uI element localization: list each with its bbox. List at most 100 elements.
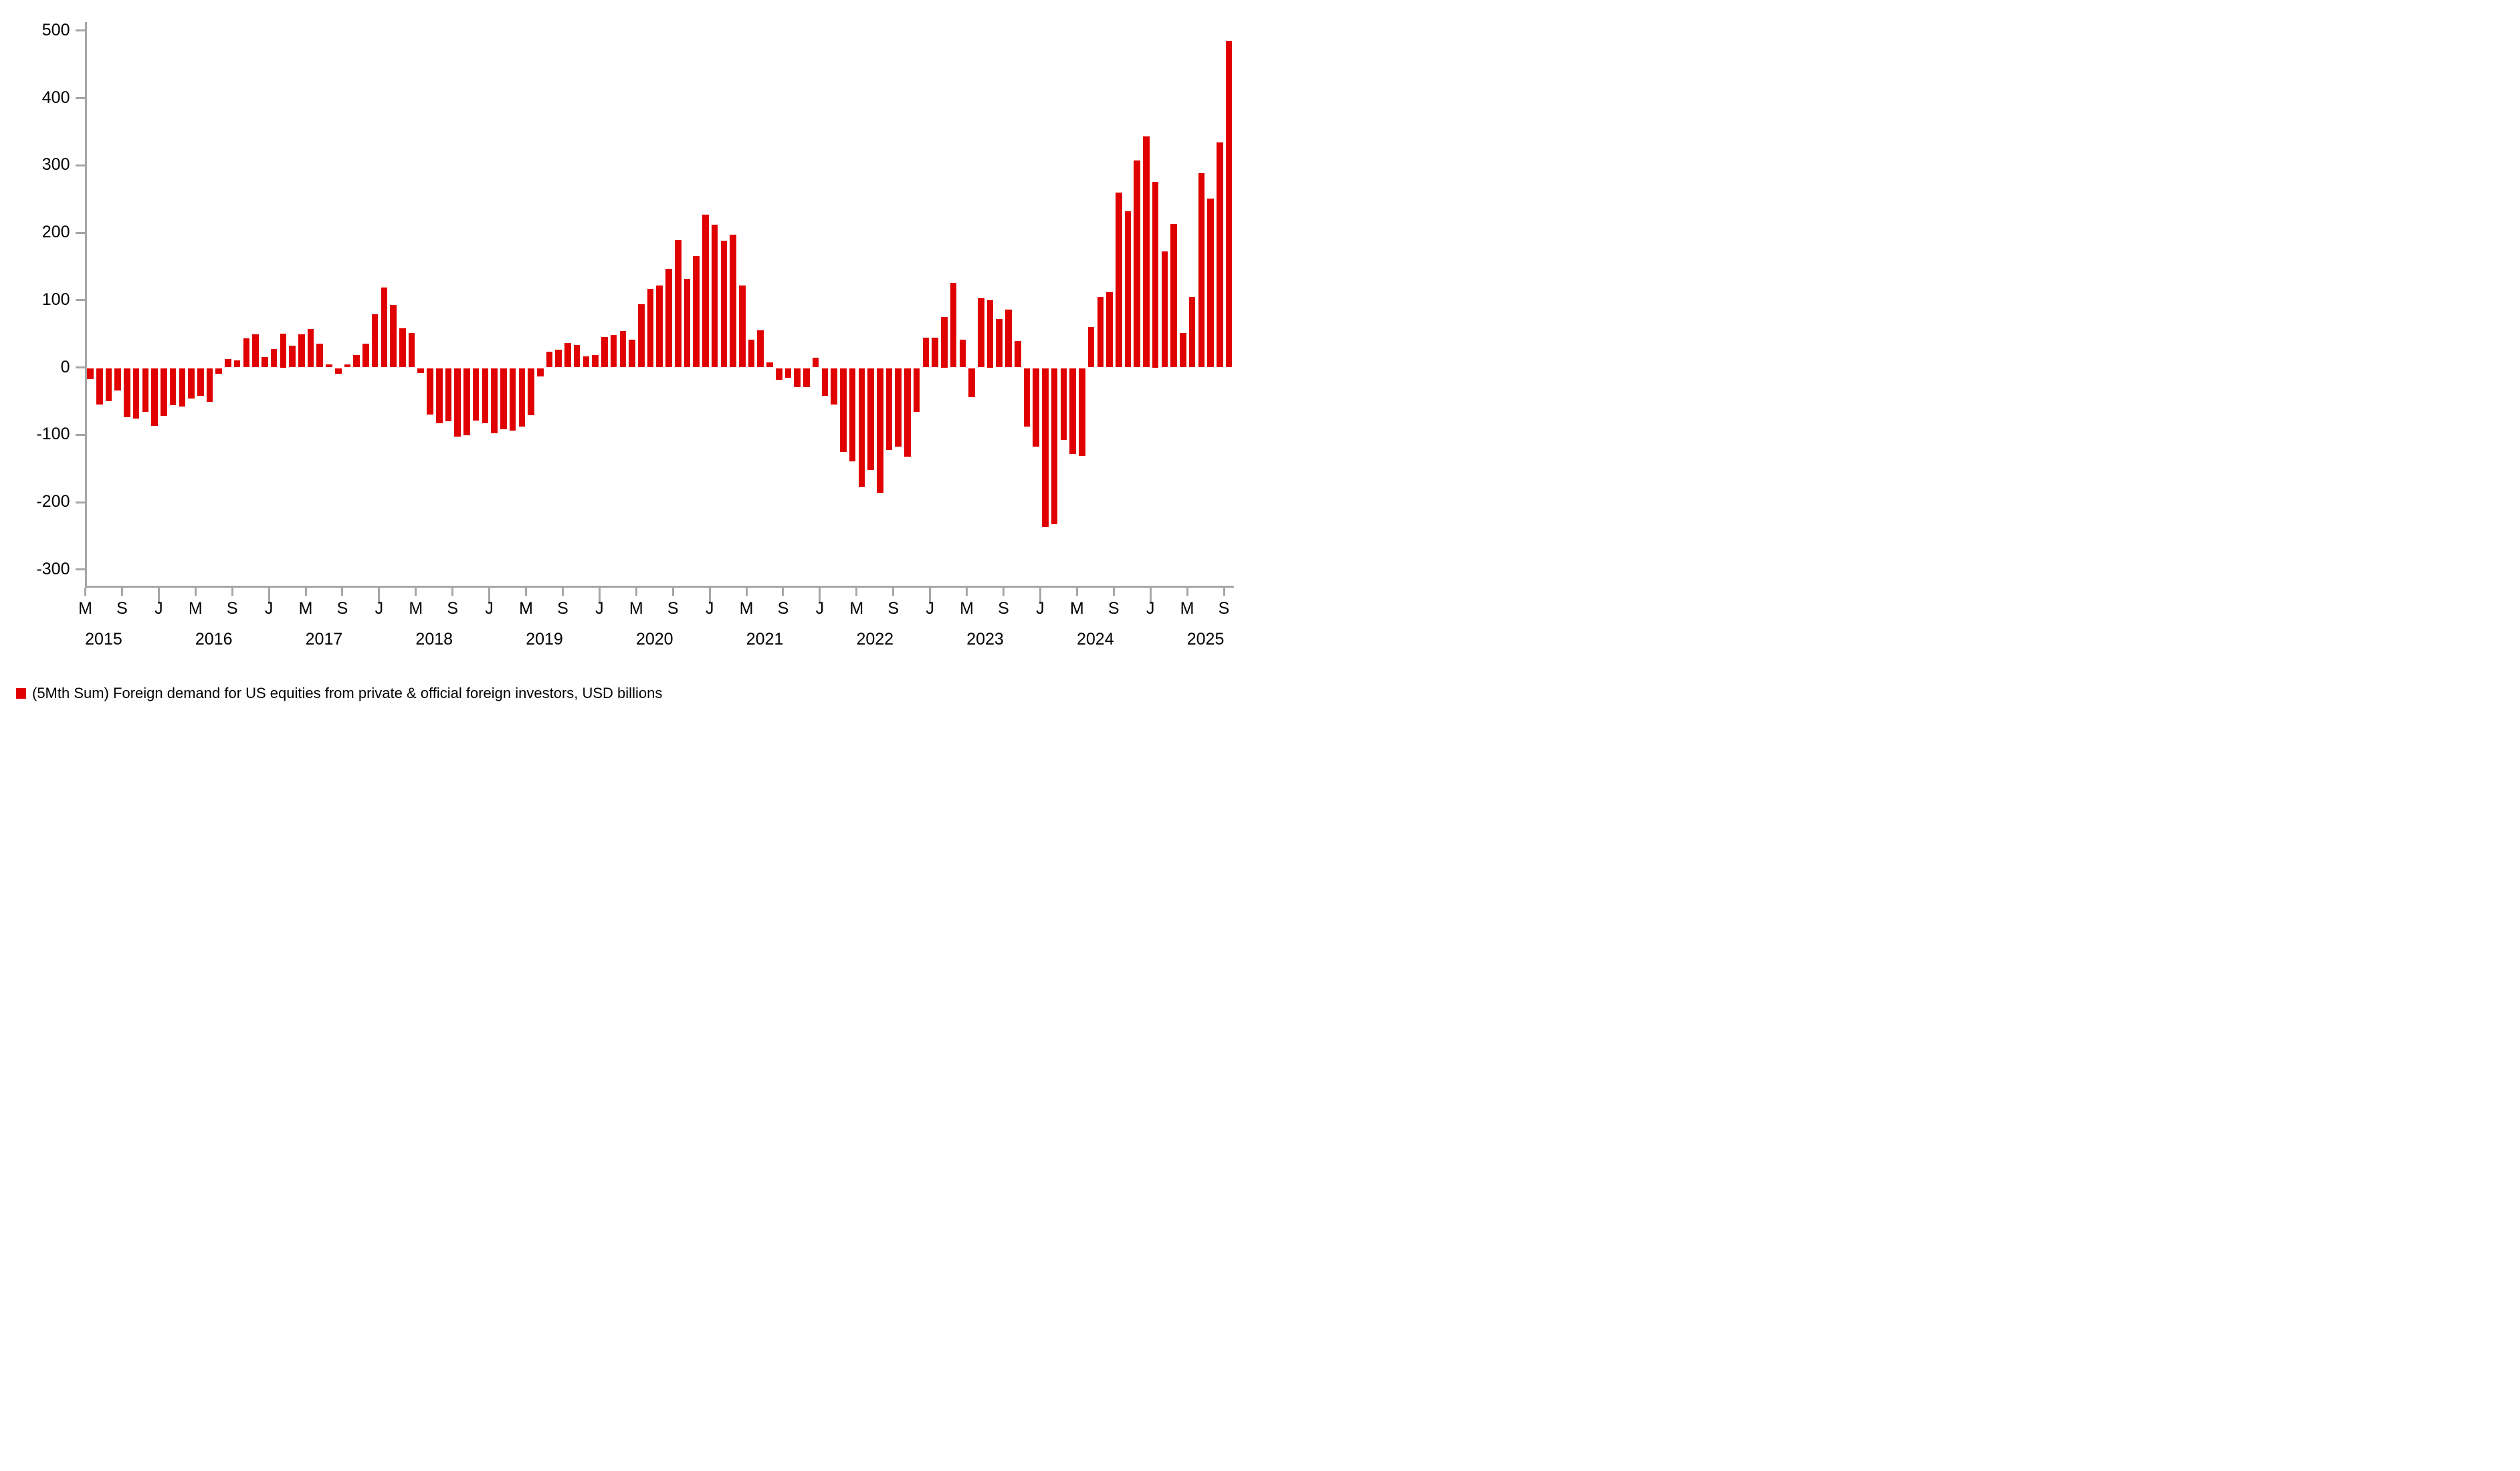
bar-2023-04	[959, 340, 966, 368]
bar-2016-05	[197, 368, 204, 397]
bar-2021-04	[739, 285, 746, 368]
bar-2023-12	[1033, 368, 1039, 447]
x-axis-tick	[268, 587, 270, 604]
y-axis-tick-label: 300	[41, 155, 70, 175]
y-axis-tick-label: -200	[36, 492, 70, 511]
bar-2017-12	[371, 314, 379, 368]
bar-2019-04	[518, 368, 526, 427]
bar-2025-08	[1216, 142, 1223, 368]
x-axis-tick	[819, 587, 821, 604]
bar-2015-12	[151, 368, 158, 426]
x-axis-tick-label: M	[1180, 599, 1194, 618]
x-axis-tick-label: J	[815, 599, 825, 618]
x-axis-year-label: 2016	[195, 630, 233, 649]
bar-2015-11	[142, 368, 149, 413]
x-axis-tick-label: M	[960, 599, 974, 618]
x-axis-tick	[635, 587, 637, 596]
bar-2022-07	[876, 368, 883, 493]
bar-2023-10	[1014, 341, 1021, 368]
bar-2023-11	[1023, 368, 1031, 427]
y-axis-tick-label: 500	[41, 20, 70, 39]
x-axis-tick-label: M	[1069, 599, 1084, 618]
bar-2025-01	[1152, 182, 1159, 368]
x-axis-tick-label: J	[485, 599, 494, 618]
x-axis-tick	[708, 587, 711, 604]
x-axis-year-label: 2021	[746, 630, 784, 649]
x-axis-tick-label: S	[777, 599, 789, 618]
bar-2020-11	[693, 256, 700, 368]
bar-2016-03	[179, 368, 186, 407]
x-axis-tick-label: S	[557, 599, 568, 618]
x-axis-tick-label: S	[1218, 599, 1230, 618]
y-axis-line	[84, 22, 87, 588]
bar-2018-04	[408, 333, 415, 368]
bar-2021-09	[784, 368, 792, 378]
legend: (5Mth Sum) Foreign demand for US equitie…	[16, 685, 662, 702]
bar-2019-10	[573, 345, 581, 368]
x-axis-tick-label: S	[226, 599, 238, 618]
bar-2018-10	[463, 368, 470, 435]
x-axis-tick	[745, 587, 748, 596]
y-axis-tick-label: 100	[41, 290, 70, 309]
bar-2020-02	[610, 335, 617, 368]
bar-2025-05	[1188, 296, 1196, 368]
bar-2016-12	[261, 357, 268, 368]
chart-canvas: (5Mth Sum) Foreign demand for US equitie…	[0, 0, 1260, 735]
bar-2022-08	[885, 368, 893, 450]
bar-2023-09	[1005, 309, 1012, 368]
bar-2016-06	[206, 368, 213, 403]
y-axis-tick	[75, 501, 85, 503]
bar-2019-08	[555, 350, 562, 368]
bar-2016-09	[233, 360, 241, 368]
x-axis-tick	[855, 587, 858, 596]
bar-2018-03	[399, 328, 406, 368]
bar-2024-10	[1124, 211, 1132, 368]
bar-2023-05	[968, 368, 975, 398]
bar-2020-10	[684, 278, 691, 368]
x-axis-tick	[341, 587, 344, 596]
bar-2022-03	[840, 368, 847, 452]
x-axis-tick-label: S	[667, 599, 679, 618]
x-axis-tick	[929, 587, 932, 604]
x-axis-tick	[1003, 587, 1005, 596]
bar-2021-03	[730, 235, 736, 368]
bar-2020-09	[674, 240, 681, 368]
bar-2019-09	[564, 343, 571, 368]
bar-2022-12	[922, 338, 930, 368]
bar-2017-07	[326, 364, 332, 368]
x-axis-tick	[598, 587, 601, 604]
bar-2017-09	[344, 364, 351, 368]
y-axis-tick	[75, 433, 85, 436]
bar-2020-03	[619, 331, 627, 368]
y-axis-tick	[75, 366, 85, 368]
bar-2018-01	[381, 287, 388, 368]
bar-2016-02	[169, 368, 177, 406]
x-axis-tick-label: S	[998, 599, 1009, 618]
x-axis-tick	[1223, 587, 1225, 596]
x-axis-year-label: 2022	[856, 630, 894, 649]
bar-2020-05	[638, 304, 645, 368]
bar-2019-07	[546, 352, 553, 368]
bar-2020-04	[629, 340, 635, 368]
x-axis-tick-label: J	[705, 599, 714, 618]
bar-2021-02	[720, 241, 728, 368]
bar-2017-04	[298, 334, 305, 368]
x-axis-tick	[84, 587, 86, 596]
y-axis-tick-label: -300	[36, 559, 70, 578]
bar-2022-11	[913, 368, 920, 413]
bar-2023-07	[986, 300, 994, 368]
bar-2016-08	[225, 359, 231, 368]
bar-2024-02	[1051, 368, 1058, 524]
x-axis-tick	[1112, 587, 1115, 596]
bar-2021-07	[766, 362, 773, 368]
bar-2017-08	[334, 368, 342, 374]
x-axis-tick	[415, 587, 417, 596]
bar-2025-07	[1207, 198, 1214, 368]
bar-2017-05	[307, 329, 314, 368]
x-axis-tick-label: M	[298, 599, 313, 618]
y-axis-tick	[75, 97, 85, 99]
x-axis-year-label: 2025	[1186, 630, 1225, 649]
bar-2019-06	[536, 368, 544, 377]
x-axis-tick	[525, 587, 528, 596]
x-axis-tick	[194, 587, 197, 596]
